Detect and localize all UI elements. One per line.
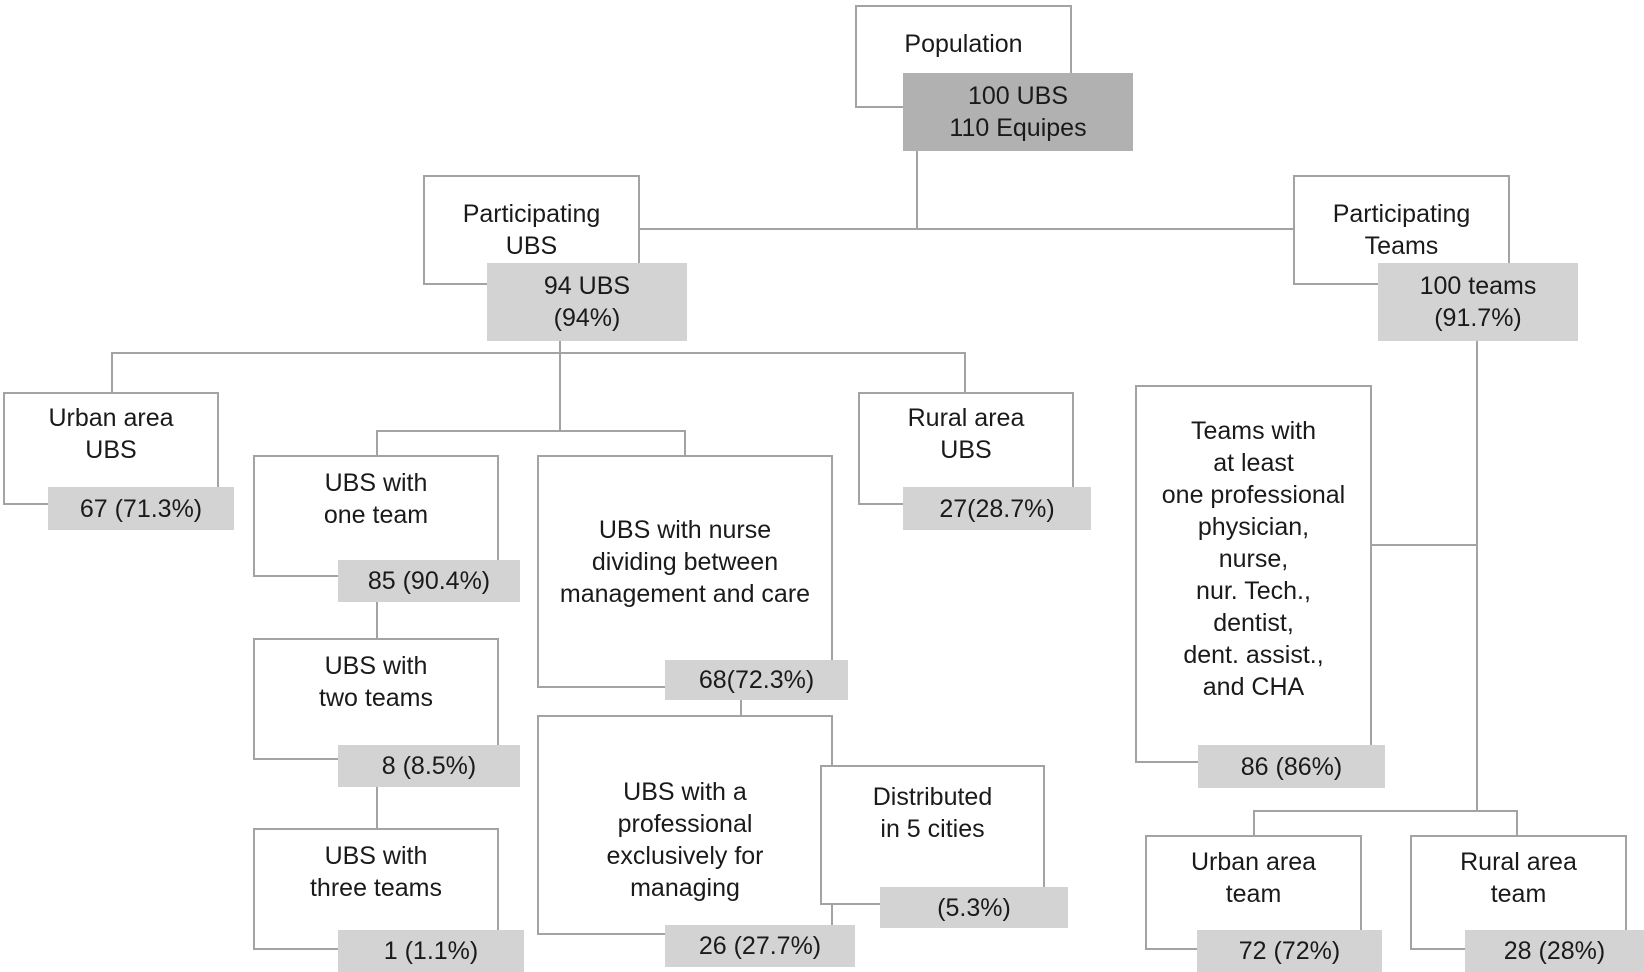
node-ubs-nurse-label: UBS with nurse dividing between manageme… [559, 515, 811, 608]
node-ubs-professional-value: 26 (27.7%) [665, 925, 855, 967]
node-ubs-one-team-label: UBS with one team [323, 468, 429, 529]
node-participating-teams-value: 100 teams (91.7%) [1378, 263, 1578, 341]
node-ubs-nurse: UBS with nurse dividing between manageme… [537, 455, 833, 688]
node-teams-professional: Teams with at least one professional phy… [1135, 385, 1372, 763]
node-rural-ubs: Rural area UBS [858, 392, 1074, 505]
connector-ubs-down-1 [559, 341, 561, 354]
connector-mid-horizontal [376, 430, 686, 432]
node-ubs-two-teams: UBS with two teams [253, 638, 499, 760]
node-rural-ubs-label: Rural area UBS [907, 403, 1025, 464]
node-rural-team-label: Rural area team [1460, 847, 1577, 908]
connector-ubs-wide-horizontal [111, 352, 966, 354]
node-distributed-value: (5.3%) [880, 887, 1068, 928]
connector-population-down [916, 151, 918, 230]
node-teams-professional-label: Teams with at least one professional phy… [1161, 417, 1346, 701]
node-ubs-nurse-value: 68(72.3%) [665, 660, 848, 700]
node-ubs-two-teams-label: UBS with two teams [319, 651, 433, 712]
node-urban-team-value: 72 (72%) [1197, 930, 1382, 972]
node-ubs-one-team-value: 85 (90.4%) [338, 560, 520, 602]
node-ubs-three-teams: UBS with three teams [253, 828, 499, 950]
node-population-value: 100 UBS 110 Equipes [903, 73, 1133, 151]
node-urban-ubs-label: Urban area UBS [48, 403, 174, 464]
connector-to-rural-ubs [964, 352, 966, 394]
connector-ubs-down-2 [559, 352, 561, 432]
node-ubs-three-teams-value: 1 (1.1%) [338, 930, 524, 972]
connector-to-urban-team [1253, 810, 1255, 837]
connector-top-horizontal [640, 228, 1295, 230]
node-participating-ubs-label: Participating UBS [462, 200, 601, 260]
connector-to-teams-professional [1372, 544, 1478, 546]
connector-to-nurse [684, 430, 686, 457]
connector-nurse-to-professional [740, 700, 742, 717]
node-population-label: Population [904, 30, 1023, 58]
node-distributed-label: Distributed in 5 cities [872, 782, 993, 843]
node-ubs-one-team: UBS with one team [253, 455, 499, 577]
node-teams-professional-value: 86 (86%) [1198, 745, 1385, 788]
node-ubs-two-teams-value: 8 (8.5%) [338, 745, 520, 787]
node-ubs-professional-label: UBS with a professional exclusively for … [606, 778, 764, 902]
node-ubs-professional: UBS with a professional exclusively for … [537, 715, 833, 935]
node-urban-ubs: Urban area UBS [3, 392, 219, 505]
connector-teams-down [1476, 341, 1478, 812]
node-participating-teams-label: Participating Teams [1332, 200, 1471, 260]
node-participating-ubs-value: 94 UBS (94%) [487, 263, 687, 341]
connector-to-rural-team [1516, 810, 1518, 837]
connector-to-urban-ubs [111, 352, 113, 394]
connector-teams-bottom-horizontal [1253, 810, 1518, 812]
node-rural-ubs-value: 27(28.7%) [903, 487, 1091, 530]
node-rural-team-value: 28 (28%) [1465, 930, 1644, 972]
node-ubs-three-teams-label: UBS with three teams [309, 841, 442, 902]
node-urban-ubs-value: 67 (71.3%) [48, 487, 234, 530]
connector-to-one-team [376, 430, 378, 457]
connector-one-to-two-teams [376, 602, 378, 640]
node-distributed: Distributed in 5 cities [820, 765, 1045, 905]
node-urban-team-label: Urban area team [1190, 847, 1317, 908]
connector-two-to-three-teams [376, 787, 378, 830]
